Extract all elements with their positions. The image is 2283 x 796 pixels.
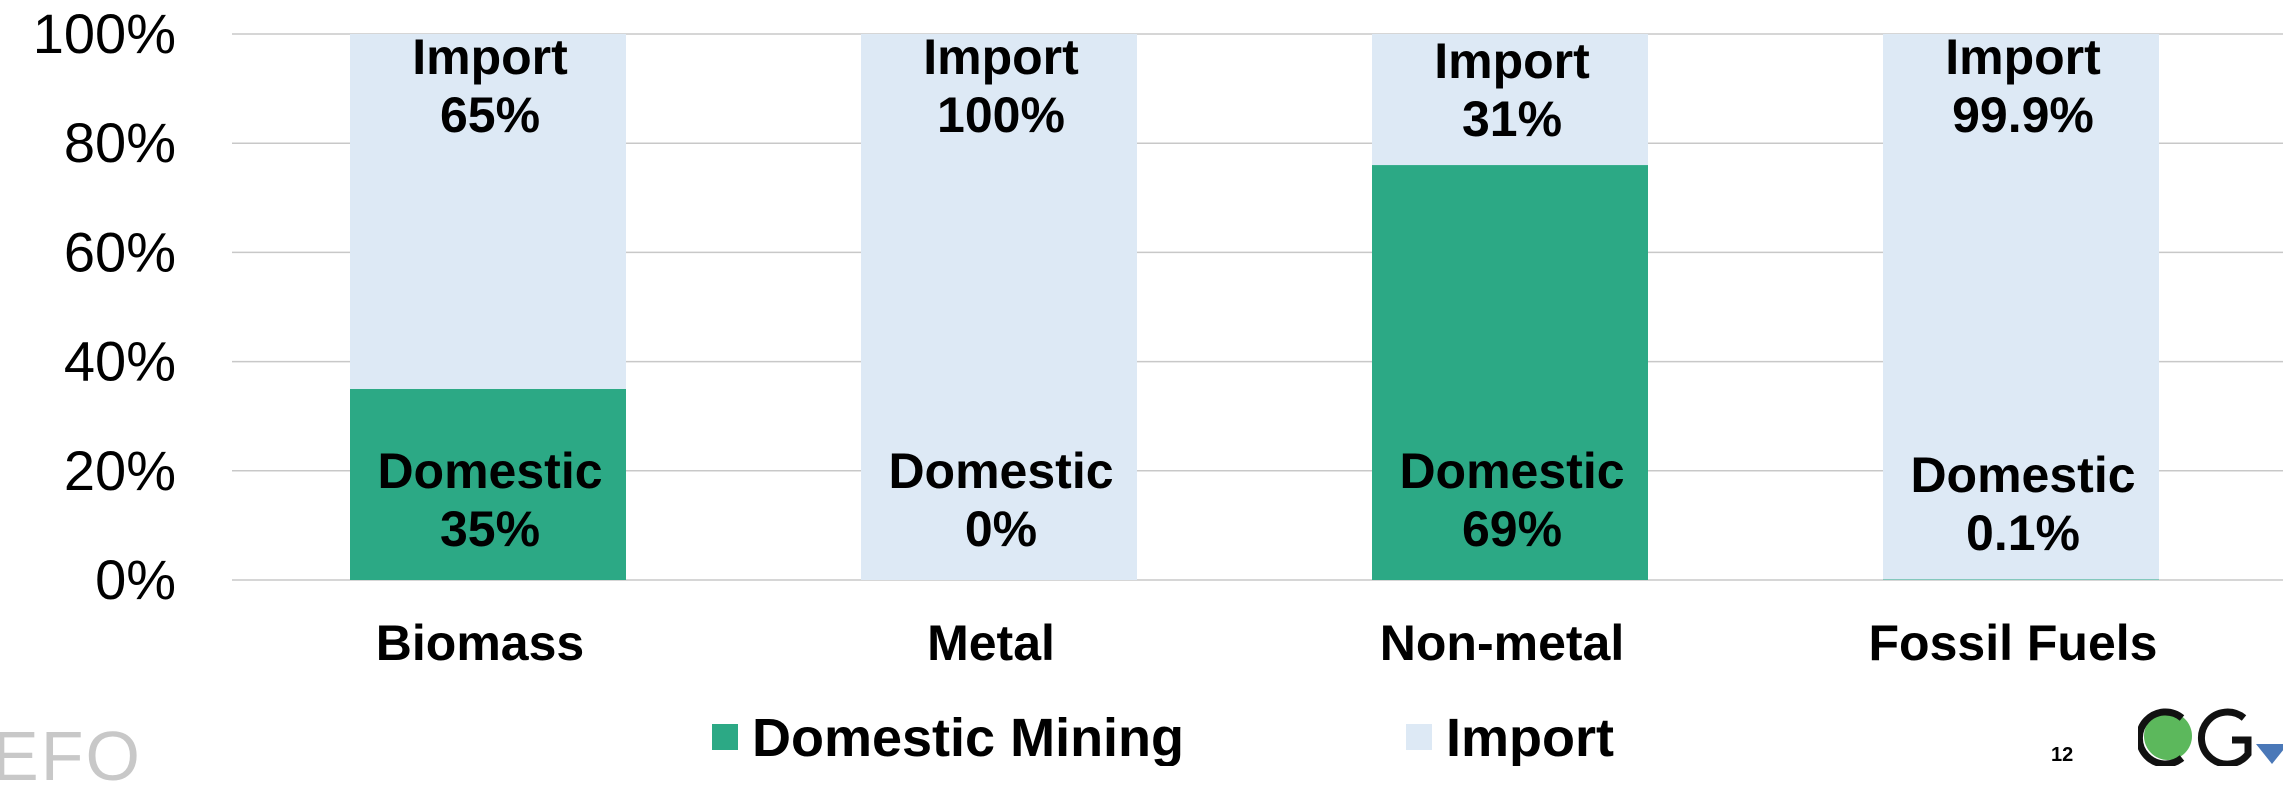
y-tick-label: 100% [33,2,176,65]
page-number: 12 [2051,744,2074,766]
data-label: Domestic [1399,443,1624,499]
bar-segment [350,34,626,389]
left-logo: EFO [0,717,142,795]
bar-segment [1372,34,1648,166]
data-label: Import [1945,29,2101,85]
data-label: Domestic [377,443,602,499]
y-tick-label: 60% [64,220,176,283]
y-tick-label: 0% [95,548,176,611]
x-category-label: Metal [927,615,1055,671]
stacked-bar-chart: 0%20%40%60%80%100% Domestic35%Import65%B… [33,2,2283,766]
x-category-label: Fossil Fuels [1869,615,2158,671]
bar-segment [1883,34,2159,580]
x-category-label: Non-metal [1380,615,1624,671]
data-label: 100% [937,87,1065,143]
y-tick-label: 40% [64,330,176,393]
data-label: 0.1% [1966,505,2080,561]
data-label: 0% [965,501,1037,557]
bar-segment [350,388,626,580]
data-label: 65% [440,87,540,143]
right-logo [2138,708,2283,766]
y-tick-label: 20% [64,439,176,502]
data-label: 99.9% [1952,87,2094,143]
data-label: Import [412,29,568,85]
bar-segment [1372,165,1648,581]
data-label: Domestic [888,443,1113,499]
bar-segment [861,34,1137,580]
data-label: Import [1434,33,1590,89]
data-label: 31% [1462,91,1562,147]
legend-label: Import [1446,708,1614,766]
y-tick-label: 80% [64,111,176,174]
x-category-label: Biomass [376,615,584,671]
data-label: 69% [1462,501,1562,557]
legend-swatch [712,724,738,750]
data-label: 35% [440,501,540,557]
legend-label: Domestic Mining [752,708,1184,766]
data-label: Import [923,29,1079,85]
data-label: Domestic [1910,447,2135,503]
bar-segment [1883,579,2159,580]
legend-swatch [1406,724,1432,750]
